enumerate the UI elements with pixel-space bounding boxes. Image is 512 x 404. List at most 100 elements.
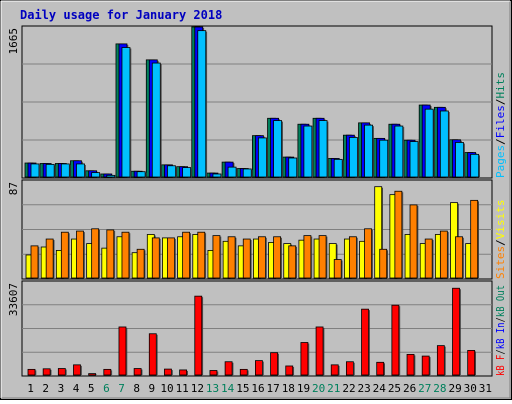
bar-kbf-day-6 — [103, 368, 112, 376]
bar-kbf-day-28 — [436, 345, 445, 376]
bar-sites-day-15 — [242, 238, 251, 279]
x-tick-label-day-3: 3 — [58, 382, 65, 395]
bar-kbf-day-26 — [406, 353, 415, 376]
bar-sites-day-22 — [348, 236, 357, 279]
bar-pages-day-11 — [182, 167, 192, 178]
bar-pages-day-22 — [348, 137, 358, 178]
bar-pages-day-9 — [151, 62, 161, 178]
legend-sep: / — [494, 239, 507, 246]
x-tick-label-day-22: 22 — [342, 382, 355, 395]
bar-kbf-day-16 — [255, 360, 263, 376]
x-tick-label-day-14: 14 — [221, 382, 235, 395]
bar-sites-day-5 — [91, 228, 100, 279]
bar-pages-day-28 — [439, 110, 449, 178]
x-tick-label-day-25: 25 — [388, 382, 401, 395]
x-tick-label-day-28: 28 — [433, 382, 446, 395]
legend-hits: Hits — [494, 72, 507, 99]
x-tick-label-day-10: 10 — [160, 382, 173, 395]
bar-sites-day-13 — [212, 235, 221, 279]
x-tick-label-day-20: 20 — [312, 382, 325, 395]
y-max-label: 33607 — [7, 283, 20, 316]
legend: Sites/Visits — [494, 200, 507, 280]
bar-sites-day-16 — [258, 236, 266, 279]
x-tick-label-day-6: 6 — [103, 382, 110, 395]
bar-pages-day-16 — [258, 137, 267, 178]
bar-sites-day-4 — [76, 230, 84, 279]
bar-sites-day-30 — [470, 199, 479, 279]
bar-pages-day-21 — [333, 158, 343, 178]
bar-kbf-day-7 — [118, 326, 127, 376]
bar-sites-day-6 — [106, 229, 115, 279]
x-tick-label-day-27: 27 — [418, 382, 431, 395]
bar-sites-day-26 — [409, 204, 418, 279]
y-max-label: 87 — [7, 182, 20, 195]
bar-pages-day-2 — [45, 163, 55, 178]
legend-sep: / — [494, 138, 507, 145]
bar-sites-day-20 — [318, 235, 327, 279]
chart-title: Daily usage for January 2018 — [20, 8, 222, 22]
x-tick-label-day-11: 11 — [176, 382, 189, 395]
bar-kbf-day-15 — [239, 368, 248, 376]
bar-pages-day-7 — [121, 47, 131, 178]
legend-kbin: kB In — [494, 322, 507, 349]
bar-pages-day-19 — [303, 125, 313, 178]
bar-kbf-day-18 — [285, 365, 294, 376]
bar-pages-day-25 — [394, 125, 404, 178]
bar-sites-day-18 — [288, 245, 297, 279]
bar-pages-day-6 — [106, 174, 116, 178]
x-tick-label-day-5: 5 — [88, 382, 95, 395]
legend-sep: / — [494, 317, 507, 322]
bar-sites-day-8 — [136, 248, 145, 279]
bar-pages-day-23 — [364, 124, 373, 178]
bar-sites-day-7 — [121, 231, 130, 279]
bar-pages-day-17 — [273, 120, 282, 178]
bar-pages-day-27 — [424, 108, 434, 178]
bar-pages-day-29 — [455, 142, 464, 178]
legend-visits: Visits — [494, 200, 507, 240]
bar-pages-day-4 — [76, 163, 85, 178]
legend-sites: Sites — [494, 246, 507, 279]
bar-kbf-day-13 — [209, 370, 218, 376]
bar-pages-day-24 — [379, 139, 389, 178]
bar-pages-day-12 — [197, 30, 207, 178]
bar-pages-day-8 — [136, 171, 146, 178]
bar-kbf-day-17 — [270, 352, 278, 376]
bar-kbf-day-22 — [345, 361, 354, 376]
bar-sites-day-25 — [394, 190, 403, 279]
legend-files: Files — [494, 105, 507, 138]
x-tick-label-day-31: 31 — [479, 382, 492, 395]
legend: Pages/Files/Hits — [494, 72, 507, 178]
x-tick-label-day-23: 23 — [358, 382, 371, 395]
bar-pages-day-20 — [318, 120, 328, 178]
legend-kbf: kB F — [494, 355, 507, 376]
x-tick-label-day-21: 21 — [327, 382, 340, 395]
bar-visits-day-24 — [374, 186, 383, 279]
x-tick-label-day-13: 13 — [206, 382, 219, 395]
bar-pages-day-10 — [167, 165, 176, 178]
bar-sites-day-29 — [455, 236, 463, 279]
y-max-label: 1665 — [7, 28, 20, 55]
bar-kbf-day-30 — [467, 350, 476, 376]
bar-sites-day-27 — [424, 238, 433, 279]
bar-kbf-day-20 — [315, 326, 324, 376]
bar-kbf-day-10 — [164, 368, 172, 376]
bar-pages-day-1 — [30, 163, 40, 178]
x-tick-label-day-17: 17 — [267, 382, 280, 395]
bar-kbf-day-9 — [148, 333, 157, 376]
x-tick-label-day-18: 18 — [282, 382, 295, 395]
bar-sites-day-28 — [439, 230, 448, 279]
legend-sep: / — [494, 349, 507, 354]
bar-pages-day-26 — [409, 141, 419, 178]
bar-kbf-day-8 — [133, 368, 142, 376]
bar-kbf-day-2 — [42, 368, 51, 376]
x-tick-label-day-4: 4 — [73, 382, 80, 395]
bar-kbf-day-21 — [330, 364, 339, 376]
x-tick-label-day-29: 29 — [448, 382, 461, 395]
bar-sites-day-23 — [364, 228, 372, 279]
bar-kbf-day-11 — [179, 369, 188, 376]
x-tick-label-day-30: 30 — [464, 382, 477, 395]
bar-kbf-day-23 — [361, 308, 369, 376]
